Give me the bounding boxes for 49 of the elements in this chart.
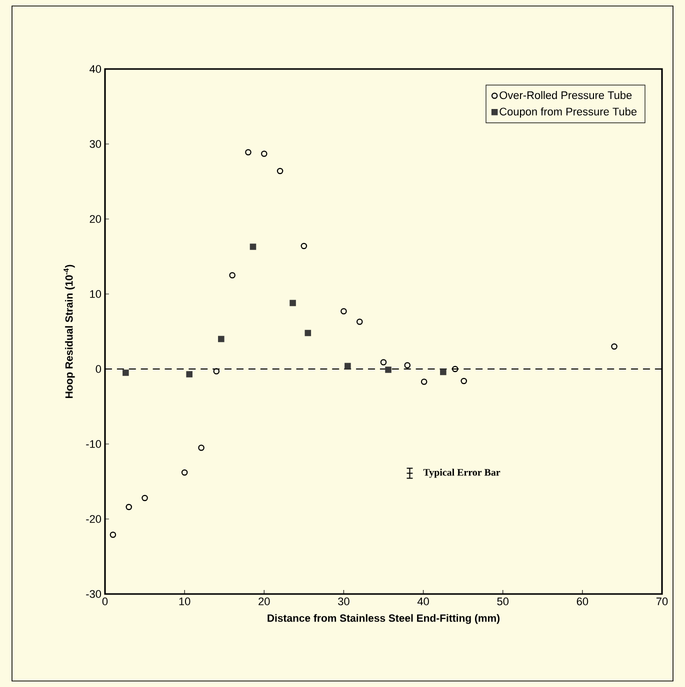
x-tick-label: 70: [656, 598, 668, 606]
x-tick-label: 0: [102, 598, 108, 606]
point: [186, 371, 192, 378]
point: [304, 330, 312, 336]
point: [213, 368, 220, 374]
x-axis-title: Distance from Stainless Steel End-Fitting (mm): [268, 614, 500, 624]
point: [126, 504, 132, 510]
point: [276, 168, 284, 174]
point: [181, 469, 188, 476]
point: [611, 343, 618, 350]
point: [198, 444, 204, 451]
annotation: Typical Error Bar: [423, 468, 500, 478]
y-tick-label: 40: [90, 65, 102, 73]
point: [404, 362, 411, 368]
point: [440, 368, 446, 376]
point: [380, 359, 387, 366]
y-tick-label: 30: [90, 140, 102, 148]
y-tick-label: 20: [90, 215, 102, 223]
point: [460, 378, 468, 384]
point: [356, 318, 363, 325]
legend-label: Coupon from Pressure Tube: [500, 107, 637, 118]
y-tick-label: 0: [96, 365, 102, 373]
point: [245, 149, 252, 156]
x-tick-label: 10: [179, 598, 190, 606]
point: [229, 272, 236, 278]
y-tick-label: -30: [86, 590, 102, 598]
point: [300, 242, 308, 250]
point: [261, 150, 268, 157]
y-tick-label: -10: [86, 440, 102, 448]
x-tick-label: 50: [497, 598, 509, 606]
y-axis-title: Hoop Residual Strain (10$^{-4}$): [64, 264, 75, 398]
point: [218, 336, 224, 342]
point: [142, 494, 148, 502]
x-tick-label: 60: [576, 598, 588, 606]
legend-label: Over-Rolled Pressure Tube: [500, 91, 632, 100]
point: [452, 366, 458, 372]
point: [385, 366, 392, 373]
point: [110, 532, 116, 538]
x-tick-label: 30: [338, 598, 350, 606]
point: [122, 370, 129, 376]
point: [340, 308, 347, 314]
point: [344, 362, 351, 370]
point: [250, 244, 256, 250]
x-tick-label: 20: [258, 598, 270, 606]
y-tick-label: -20: [86, 515, 102, 523]
point: [290, 300, 296, 306]
x-tick-label: 40: [417, 598, 429, 606]
y-tick-label: 10: [90, 290, 102, 298]
point: [420, 378, 428, 385]
